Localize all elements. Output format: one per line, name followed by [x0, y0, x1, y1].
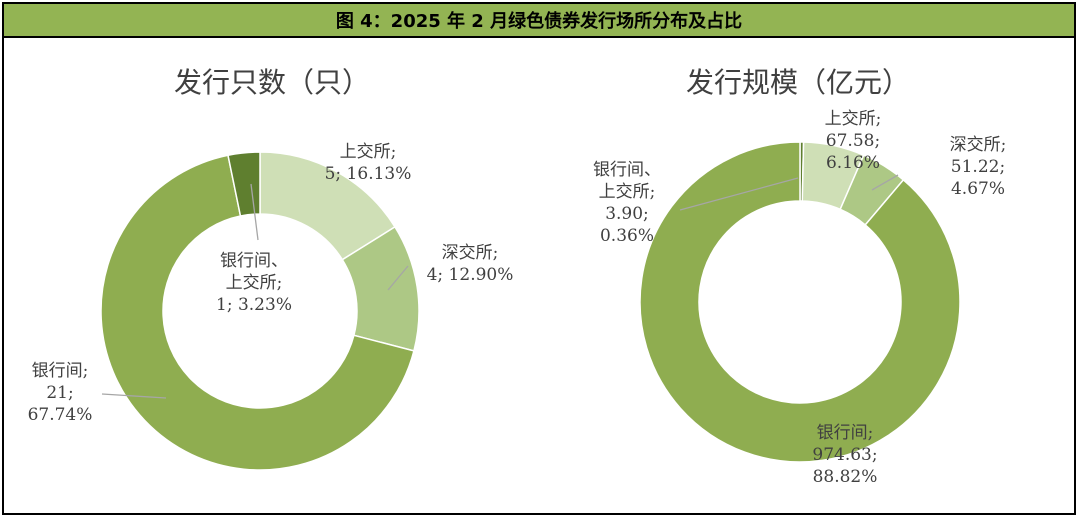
- data-label-shanghai: 上交所; 5; 16.13%: [325, 142, 412, 184]
- data-label-inter-bank: 银行间; 974.63; 88.82%: [812, 423, 877, 487]
- data-label-inter-bank: 银行间; 21; 67.74%: [28, 361, 93, 425]
- leader-line-inter-bank: [101, 393, 167, 399]
- leader-line-shenzhen: [871, 174, 899, 191]
- chart-title: 发行规模（亿元）: [686, 66, 910, 99]
- data-label-shenzhen: 深交所; 51.22; 4.67%: [950, 135, 1007, 199]
- slice-inter-bank: [100, 154, 415, 471]
- leader-line-inter-bank-shanghai: [679, 177, 799, 211]
- chart-title: 发行只数（只）: [174, 66, 370, 99]
- figure-title: 图 4：2025 年 2 月绿色债券发行场所分布及占比: [4, 4, 1074, 38]
- data-label-inter-bank-shanghai: 银行间、上交所; 1; 3.23%: [216, 251, 292, 315]
- slice-inter-bank: [639, 141, 961, 463]
- donut-chart-1: 发行只数（只） 上交所; 5; 16.13% 深交所; 4; 12.90% 银行间; 21;…: [28, 66, 514, 471]
- donut-chart-2: 发行规模（亿元） 银行间、上交所; 3.90; 0.36% 上交所; 67.58; 6.16…: [593, 66, 1006, 487]
- leader-line-inter-bank-shanghai: [250, 183, 259, 241]
- data-label-shanghai: 上交所; 67.58; 6.16%: [825, 109, 882, 173]
- data-label-inter-bank-shanghai: 银行间、上交所; 3.90; 0.36%: [593, 160, 661, 246]
- leader-line-shenzhen: [387, 265, 409, 291]
- data-label-shenzhen: 深交所; 4; 12.90%: [427, 243, 514, 285]
- slice-inter-bank-shanghai: [227, 151, 261, 217]
